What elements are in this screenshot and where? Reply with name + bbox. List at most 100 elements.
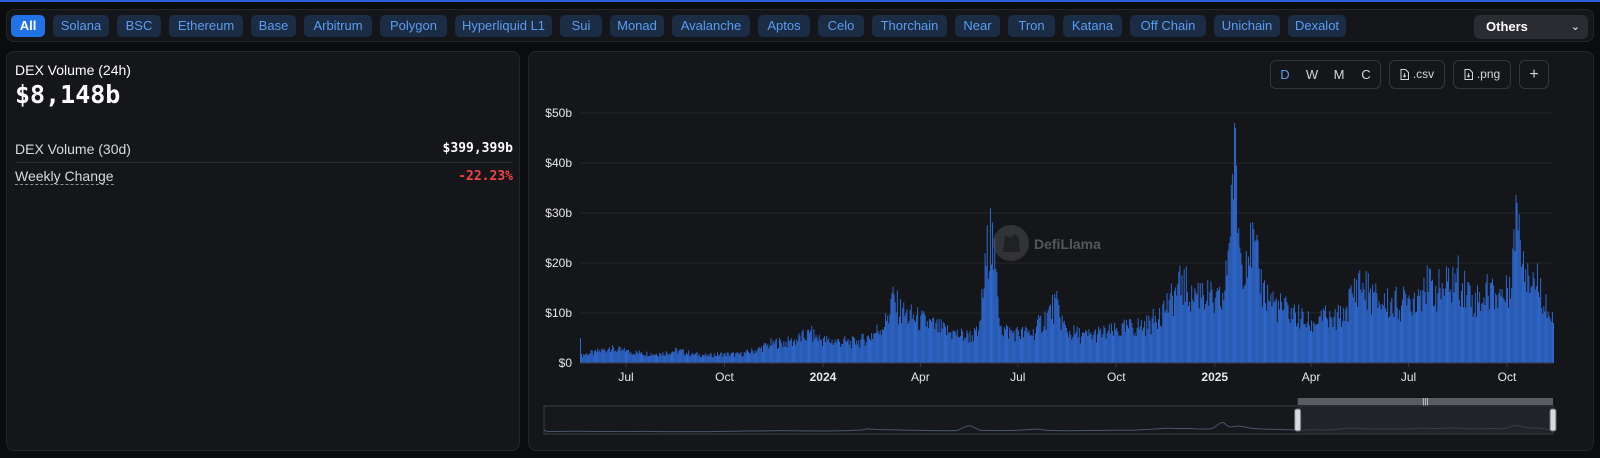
volume-bar	[1409, 299, 1411, 363]
chain-chip-avalanche[interactable]: Avalanche	[672, 15, 750, 37]
volume-bar	[1291, 319, 1293, 363]
volume-bar	[900, 299, 902, 363]
chain-chip-ethereum[interactable]: Ethereum	[169, 15, 243, 37]
volume-bar	[1484, 305, 1486, 363]
volume-bar	[1037, 319, 1039, 363]
volume-bar	[626, 350, 627, 363]
volume-bar	[1238, 228, 1240, 363]
volume-bar	[1419, 296, 1421, 363]
volume-bar	[1445, 266, 1447, 363]
chain-chip-sui[interactable]: Sui	[560, 15, 602, 37]
chain-chip-katana[interactable]: Katana	[1063, 15, 1122, 37]
volume-bar	[1312, 332, 1314, 363]
volume-bar	[1542, 314, 1544, 363]
y-tick-label: $20b	[545, 256, 572, 270]
volume-bar	[1197, 282, 1199, 363]
volume-bar	[1212, 302, 1214, 363]
brush-handle-left[interactable]	[1294, 408, 1302, 432]
chain-chip-hyperliquid-l1[interactable]: Hyperliquid L1	[455, 15, 552, 37]
volume-bar	[748, 352, 750, 363]
volume-bar	[972, 341, 974, 363]
volume-bar	[1391, 298, 1393, 363]
volume-bar	[863, 339, 865, 363]
x-tick-label: Jul	[1010, 370, 1025, 384]
chain-chip-monad[interactable]: Monad	[610, 15, 664, 37]
volume-bar	[1029, 335, 1031, 363]
volume-bar	[770, 338, 772, 363]
volume-bar	[1311, 320, 1313, 363]
weekly-change-tooltip-label[interactable]: Weekly Change	[15, 168, 114, 185]
volume-bar	[703, 355, 705, 363]
volume-bar	[590, 350, 592, 363]
volume-bar	[1520, 267, 1522, 363]
chain-chip-solana[interactable]: Solana	[53, 15, 109, 37]
volume-bar	[1408, 295, 1410, 363]
volume-bar	[1115, 329, 1117, 363]
granularity-weekly[interactable]: W	[1305, 67, 1319, 82]
chain-chip-dexalot[interactable]: Dexalot	[1288, 15, 1346, 37]
volume-bar	[1137, 318, 1139, 363]
volume-bar	[957, 336, 959, 363]
chain-chip-polygon[interactable]: Polygon	[380, 15, 447, 37]
chain-chip-arbitrum[interactable]: Arbitrum	[304, 15, 372, 37]
brush-handle-right[interactable]	[1549, 408, 1557, 432]
volume-bar	[938, 318, 940, 363]
granularity-cumulative[interactable]: C	[1361, 67, 1371, 82]
chain-chip-base[interactable]: Base	[251, 15, 296, 37]
volume-bar	[866, 336, 868, 363]
volume-bar	[844, 336, 846, 363]
volume-bar	[1364, 300, 1366, 363]
chain-chip-off-chain[interactable]: Off Chain	[1130, 15, 1206, 37]
volume-bar	[698, 353, 700, 363]
chain-chip-aptos[interactable]: Aptos	[758, 15, 810, 37]
volume-bar	[1084, 333, 1086, 363]
volume-bar	[665, 351, 667, 363]
volume-bar	[593, 351, 595, 363]
chain-chip-all[interactable]: All	[11, 15, 45, 37]
x-axis: Jul Oct 2024 Apr Jul Oct 2025 Apr Jul Oct	[580, 362, 1553, 384]
volume-bar	[1202, 295, 1204, 363]
volume-bar	[1334, 309, 1336, 363]
volume-bar	[961, 328, 963, 363]
volume-bar	[1415, 311, 1417, 363]
volume-bar	[932, 318, 934, 363]
chain-chip-thorchain[interactable]: Thorchain	[872, 15, 947, 37]
granularity-monthly[interactable]: M	[1333, 67, 1345, 82]
volume-bar	[1481, 303, 1483, 363]
y-tick-label: $10b	[545, 306, 572, 320]
download-png-button[interactable]: .png	[1453, 60, 1511, 89]
chart-panel: D W M C .csv .png + DefiLlama $0 $10b $20b…	[528, 51, 1594, 451]
chain-chip-unichain[interactable]: Unichain	[1214, 15, 1280, 37]
volume-bar	[1379, 304, 1381, 363]
chain-chip-tron[interactable]: Tron	[1008, 15, 1055, 37]
volume-bar	[879, 330, 881, 363]
volume-bar	[1072, 336, 1074, 363]
volume-bar	[1423, 278, 1425, 363]
chain-chip-celo[interactable]: Celo	[818, 15, 864, 37]
volume-bar	[1270, 293, 1272, 363]
dex-volume-chart[interactable]: DefiLlama $0 $10b $20b $30b $40b $50b Jul Oct 2…	[529, 52, 1593, 450]
volume-bar	[1378, 301, 1380, 363]
chart-grid	[580, 112, 1553, 314]
add-chart-button[interactable]: +	[1519, 60, 1549, 89]
volume-bar	[1444, 288, 1446, 363]
volume-bar	[992, 222, 994, 363]
brush-move-bar[interactable]	[1297, 398, 1553, 405]
volume-bar	[1038, 315, 1040, 363]
chain-chip-near[interactable]: Near	[955, 15, 1000, 37]
volume-bar	[724, 353, 726, 363]
volume-bar	[1204, 309, 1206, 363]
volume-bar	[634, 354, 636, 363]
volume-bar	[1393, 316, 1395, 363]
volume-bar	[623, 347, 625, 363]
volume-bar	[718, 355, 720, 363]
brush-selection[interactable]	[1297, 406, 1553, 434]
others-dropdown[interactable]: Others ⌄	[1474, 15, 1588, 39]
volume-bar	[950, 332, 952, 363]
volume-bar	[605, 352, 607, 363]
volume-bar	[1480, 311, 1482, 363]
granularity-daily[interactable]: D	[1280, 67, 1290, 82]
download-csv-button[interactable]: .csv	[1389, 60, 1445, 89]
chain-chip-bsc[interactable]: BSC	[117, 15, 161, 37]
time-range-brush[interactable]: |||	[543, 397, 1557, 435]
